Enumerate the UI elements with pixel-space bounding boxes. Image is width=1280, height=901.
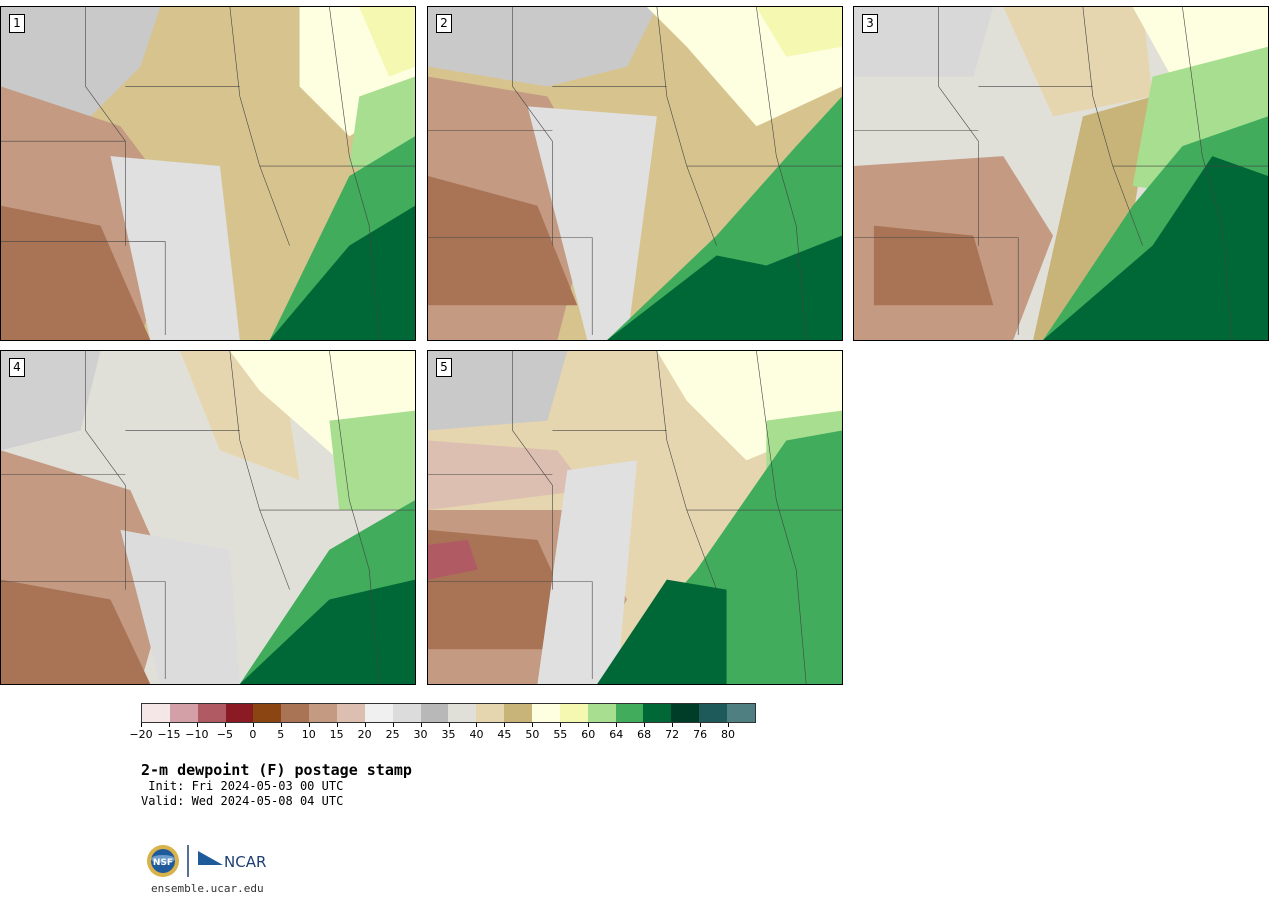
- colorbar-tick-label: 30: [413, 728, 428, 741]
- colorbar-tick: [560, 723, 562, 727]
- panel-number-label: 4: [9, 358, 25, 377]
- colorbar-tick: [672, 723, 674, 727]
- colorbar-segment: [142, 704, 170, 722]
- colorbar-tick-label: 40: [469, 728, 484, 741]
- colorbar-tick-labels: −20 −15 −10 −5 0 5 10 15 20 25 30 35 40 45 50 55 60 64 68 7…: [129, 723, 756, 743]
- panel-number-label: 5: [436, 358, 452, 377]
- colorbar-tick-label: 64: [609, 728, 624, 741]
- colorbar-segment: [532, 704, 560, 722]
- nsf-ncar-logo: NSF NCAR: [145, 843, 275, 879]
- dewpoint-map-5: [428, 351, 842, 684]
- colorbar-segment: [392, 704, 421, 722]
- dewpoint-map-1: [1, 7, 415, 340]
- colorbar-tick: [532, 723, 534, 727]
- colorbar-tick: [392, 723, 394, 727]
- map-panel-2: 2: [427, 6, 843, 341]
- colorbar-tick: [336, 723, 338, 727]
- colorbar-segment: [587, 704, 616, 722]
- colorbar-tick-label: −5: [216, 728, 233, 741]
- colorbar-tick-label: 15: [329, 728, 344, 741]
- colorbar-tick: [141, 723, 142, 727]
- colorbar-tick-label: 45: [497, 728, 512, 741]
- map-panel-3: 3: [853, 6, 1269, 341]
- svg-text:NSF: NSF: [153, 858, 173, 868]
- colorbar-tick-label: 10: [301, 728, 316, 741]
- colorbar-segment: [337, 704, 365, 722]
- site-url: ensemble.ucar.edu: [151, 882, 264, 895]
- panel-number-label: 1: [9, 14, 25, 33]
- colorbar-tick-label: 20: [357, 728, 372, 741]
- colorbar-tick-label: 5: [277, 728, 285, 741]
- colorbar-tick-label: 35: [441, 728, 456, 741]
- colorbar-tick: [280, 723, 282, 727]
- colorbar-tick: [700, 723, 702, 727]
- colorbar-segment: [197, 704, 226, 722]
- map-panel-1: 1: [0, 6, 416, 341]
- colorbar-tick-label: −10: [185, 728, 209, 741]
- colorbar-segment: [643, 704, 672, 722]
- colorbar-segment: [615, 704, 644, 722]
- colorbar-tick-label: 60: [581, 728, 596, 741]
- colorbar-tick: [476, 723, 478, 727]
- colorbar-tick-label: 80: [721, 728, 736, 741]
- colorbar-tick-label: −20: [129, 728, 153, 741]
- colorbar-tick: [448, 723, 450, 727]
- dewpoint-map-4: [1, 351, 415, 684]
- colorbar-tick: [224, 723, 226, 727]
- colorbar-tick: [308, 723, 310, 727]
- valid-time: Valid: Wed 2024-05-08 04 UTC: [141, 794, 344, 808]
- panel-number-label: 3: [862, 14, 878, 33]
- colorbar-segment: [476, 704, 505, 722]
- map-panel-4: 4: [0, 350, 416, 685]
- colorbar-segment: [364, 704, 393, 722]
- colorbar-tick: [196, 723, 198, 727]
- map-panel-5: 5: [427, 350, 843, 685]
- colorbar-segment: [281, 704, 310, 722]
- colorbar-segment: [448, 704, 477, 722]
- colorbar-tick-label: 55: [553, 728, 568, 741]
- colorbar-segment: [727, 704, 755, 722]
- colorbar-tick-label: 25: [385, 728, 400, 741]
- ncar-logo-icon: NCAR: [198, 851, 266, 871]
- panel-number-label: 2: [436, 14, 452, 33]
- colorbar-segment: [309, 704, 338, 722]
- colorbar-tick: [252, 723, 254, 727]
- init-time: Init: Fri 2024-05-03 00 UTC: [141, 779, 344, 793]
- dewpoint-map-3: [854, 7, 1268, 340]
- colorbar-tick-label: 50: [525, 728, 540, 741]
- colorbar-tick-label: 68: [637, 728, 652, 741]
- colorbar-tick: [168, 723, 170, 727]
- svg-text:NCAR: NCAR: [224, 853, 266, 871]
- colorbar-segment: [253, 704, 282, 722]
- colorbar-tick: [420, 723, 422, 727]
- colorbar-segment: [420, 704, 449, 722]
- dewpoint-colorbar: [141, 703, 756, 723]
- colorbar-segment: [559, 704, 588, 722]
- colorbar-tick-label: −15: [157, 728, 181, 741]
- colorbar-tick: [616, 723, 618, 727]
- colorbar-tick: [504, 723, 506, 727]
- colorbar-tick: [364, 723, 366, 727]
- chart-title: 2-m dewpoint (F) postage stamp: [141, 761, 412, 779]
- dewpoint-map-2: [428, 7, 842, 340]
- colorbar-segment: [671, 704, 700, 722]
- colorbar-tick-label: 76: [693, 728, 708, 741]
- colorbar-tick-label: 0: [249, 728, 257, 741]
- colorbar-segment: [504, 704, 533, 722]
- colorbar-segment: [225, 704, 254, 722]
- colorbar-segment: [169, 704, 198, 722]
- colorbar-segment: [699, 704, 728, 722]
- colorbar-tick-label: 72: [665, 728, 680, 741]
- colorbar-tick: [728, 723, 730, 727]
- colorbar-tick: [644, 723, 646, 727]
- colorbar-tick: [588, 723, 590, 727]
- nsf-logo-icon: NSF: [147, 845, 179, 877]
